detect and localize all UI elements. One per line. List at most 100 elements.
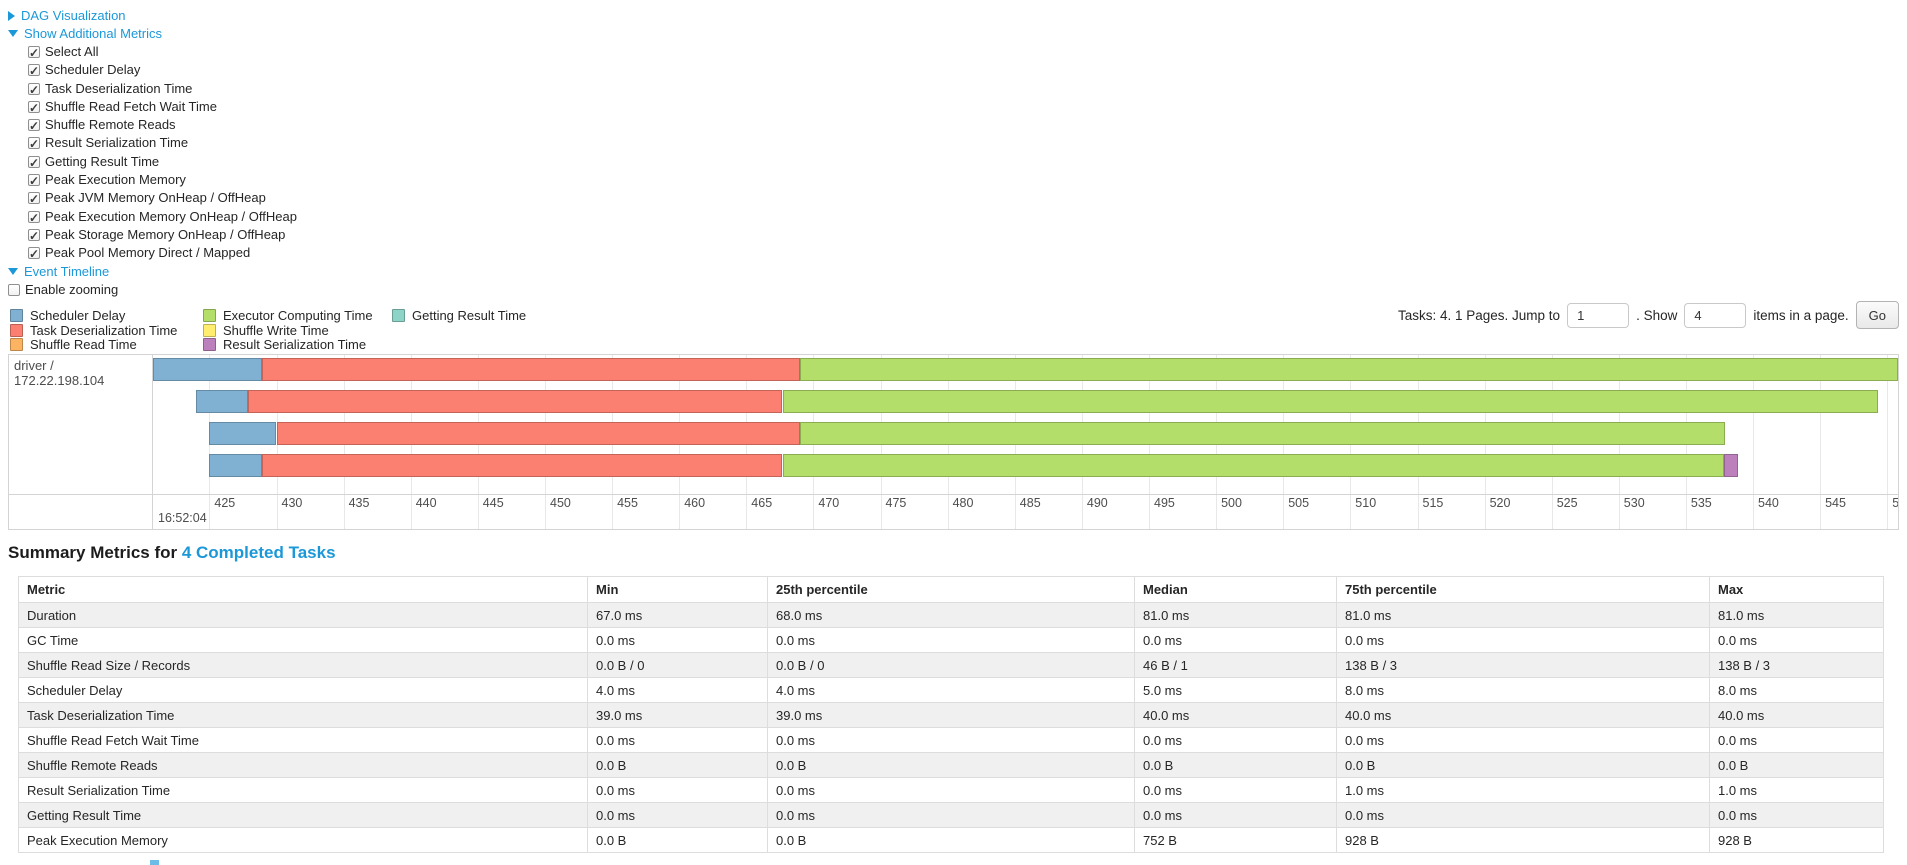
page-size-input[interactable] (1684, 302, 1747, 328)
event-timeline-link[interactable]: Event Timeline (24, 263, 110, 279)
task-bar-segment-scheduler-delay[interactable] (209, 422, 277, 445)
metric-value-cell: 40.0 ms (1336, 702, 1710, 728)
metric-checkbox[interactable] (28, 154, 40, 172)
metric-value-cell: 8.0 ms (1336, 677, 1710, 703)
metric-name-cell: Task Deserialization Time (18, 702, 588, 728)
metric-checkbox-label: Peak Pool Memory Direct / Mapped (45, 245, 251, 261)
completed-tasks-link[interactable]: 4 Completed Tasks (181, 543, 336, 562)
legend-item: Task Deserialization Time (10, 323, 177, 339)
show-additional-metrics-link[interactable]: Show Additional Metrics (24, 26, 163, 41)
task-bar-segment-task-deserialization[interactable] (261, 358, 800, 381)
task-bar-segment-executor-computing[interactable] (782, 390, 1878, 413)
metric-name-cell: Shuffle Read Fetch Wait Time (18, 727, 588, 753)
metric-checkbox[interactable] (28, 81, 40, 99)
metric-checkbox-row[interactable]: Scheduler Delay (8, 61, 768, 80)
metric-checkbox[interactable] (28, 135, 40, 153)
legend-label: Getting Result Time (412, 308, 527, 323)
executor-group-label: driver / 172.22.198.104 (9, 355, 153, 529)
metric-checkbox-row[interactable]: Peak Storage Memory OnHeap / OffHeap (8, 226, 768, 245)
dag-visualization-link[interactable]: DAG Visualization (21, 8, 126, 23)
task-bar-segment-executor-computing[interactable] (800, 358, 1898, 381)
metric-value-cell: 1.0 ms (1709, 777, 1884, 803)
metric-checkbox[interactable] (28, 190, 40, 208)
task-bar-segment-scheduler-delay[interactable] (196, 390, 249, 413)
go-button[interactable]: Go (1855, 301, 1899, 329)
jump-to-page-input[interactable] (1567, 302, 1630, 328)
metric-checkbox-row[interactable]: Shuffle Remote Reads (8, 116, 768, 135)
metric-value-cell: 0.0 ms (1336, 727, 1710, 753)
legend-swatch-icon (203, 338, 216, 351)
table-column-header: Median (1134, 576, 1337, 603)
metric-value-cell: 4.0 ms (587, 677, 768, 703)
metric-checkbox-row[interactable]: Peak JVM Memory OnHeap / OffHeap (8, 189, 768, 208)
axis-tick-label: 500 (1221, 496, 1242, 510)
metric-checkbox-row[interactable]: Shuffle Read Fetch Wait Time (8, 98, 768, 117)
metric-checkbox[interactable] (28, 172, 40, 190)
stage-controls-section: DAG Visualization Show Additional Metric… (8, 7, 768, 299)
axis-tick-label: 470 (818, 496, 840, 510)
metric-checkbox[interactable] (28, 209, 40, 227)
enable-zooming-checkbox[interactable] (8, 283, 20, 296)
metric-checkbox-label: Shuffle Read Fetch Wait Time (45, 98, 217, 114)
legend-column: Getting Result Time (392, 309, 526, 324)
metric-checkbox[interactable] (28, 227, 40, 245)
metric-checkbox-row[interactable]: Peak Execution Memory (8, 171, 768, 190)
task-bar-segment-task-deserialization[interactable] (261, 454, 783, 477)
metric-value-cell: 4.0 ms (767, 677, 1135, 703)
task-bar-segment-executor-computing[interactable] (782, 454, 1724, 477)
axis-tick-label: 465 (751, 496, 773, 510)
enable-zooming-row[interactable]: Enable zooming (8, 281, 768, 299)
table-row: Shuffle Remote Reads 0.0 B 0.0 B 0.0 B 0.0 B… (18, 752, 1884, 778)
metric-checkbox[interactable] (28, 99, 40, 117)
metric-checkbox-row[interactable]: Peak Pool Memory Direct / Mapped (8, 244, 768, 263)
legend-label: Executor Computing Time (223, 308, 373, 323)
task-bar-segment-scheduler-delay[interactable] (209, 454, 262, 477)
metric-value-cell: 81.0 ms (1134, 602, 1337, 628)
legend-label: Result Serialization Time (223, 337, 367, 352)
gridline (1753, 355, 1754, 529)
legend-swatch-icon (10, 338, 23, 351)
table-column-header: 25th percentile (767, 576, 1135, 603)
task-bar-segment-result-serialization[interactable] (1723, 454, 1739, 477)
metric-checkbox-row[interactable]: Result Serialization Time (8, 134, 768, 153)
collapse-triangle-icon (8, 267, 18, 275)
task-bar-segment-task-deserialization[interactable] (248, 390, 783, 413)
legend-column: Scheduler Delay Task Deserialization Time… (10, 309, 177, 353)
axis-tick-label: 530 (1623, 496, 1645, 510)
task-bar-segment-task-deserialization[interactable] (276, 422, 800, 445)
metric-checkbox-label: Select All (45, 44, 99, 59)
metric-checkbox[interactable] (28, 44, 40, 62)
timeline-plot-area: 425 430 435 440 445 450 455 460 465 470 475 480 485 4… (153, 355, 1898, 529)
task-bar-segment-executor-computing[interactable] (800, 422, 1725, 445)
metric-checkbox-row[interactable]: Select All (8, 43, 768, 62)
metric-value-cell: 0.0 B / 0 (587, 652, 768, 678)
metric-checkbox-label: Peak Execution Memory OnHeap / OffHeap (45, 208, 297, 224)
metric-checkbox[interactable] (28, 245, 40, 263)
metric-value-cell: 5.0 ms (1134, 677, 1337, 703)
legend-swatch-icon (203, 323, 216, 337)
metric-checkbox-row[interactable]: Peak Execution Memory OnHeap / OffHeap (8, 208, 768, 227)
metric-value-cell: 40.0 ms (1709, 702, 1884, 728)
metric-value-cell: 928 B (1709, 827, 1884, 853)
metric-value-cell: 1.0 ms (1336, 777, 1710, 803)
metric-value-cell: 0.0 B (767, 752, 1135, 778)
task-bar-segment-scheduler-delay[interactable] (153, 358, 262, 381)
metric-checkbox-row[interactable]: Getting Result Time (8, 153, 768, 172)
table-row: Duration 67.0 ms 68.0 ms 81.0 ms 81.0 ms 81.0… (18, 602, 1884, 628)
metric-value-cell: 0.0 ms (1134, 802, 1337, 828)
clipped-next-section-link[interactable] (150, 860, 159, 865)
pager-summary-text: Tasks: 4. 1 Pages. Jump to (1397, 307, 1561, 323)
metric-checkbox[interactable] (28, 62, 40, 80)
metric-checkbox[interactable] (28, 117, 40, 135)
metric-value-cell: 0.0 B (1336, 752, 1710, 778)
toggle-dag-visualization[interactable]: DAG Visualization (8, 7, 768, 25)
toggle-show-additional-metrics[interactable]: Show Additional Metrics (8, 25, 768, 43)
metric-value-cell: 68.0 ms (767, 602, 1135, 628)
toggle-event-timeline[interactable]: Event Timeline (8, 263, 768, 281)
metric-checkbox-row[interactable]: Task Deserialization Time (8, 80, 768, 99)
metric-value-cell: 0.0 ms (1709, 627, 1884, 653)
metric-checkbox-label: Scheduler Delay (45, 62, 141, 78)
axis-tick-label: 430 (281, 496, 303, 510)
metric-value-cell: 0.0 ms (767, 627, 1135, 653)
table-row: Shuffle Read Fetch Wait Time 0.0 ms 0.0 ms… (18, 727, 1884, 753)
